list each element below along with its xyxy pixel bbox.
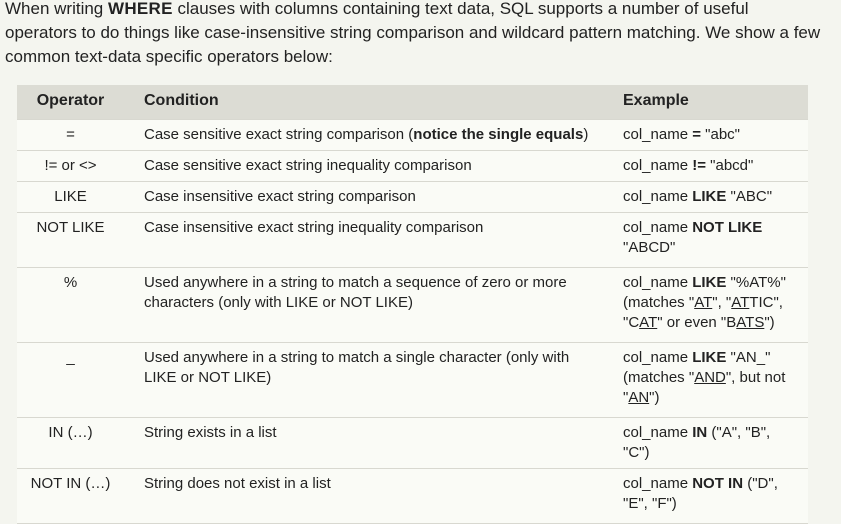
example-post: "abcd" <box>705 157 754 174</box>
example-pre: col_name <box>623 475 693 492</box>
example-pre: col_name <box>623 424 693 441</box>
matches-text: ", " <box>712 294 732 311</box>
matches-underlined: ATS <box>736 314 765 331</box>
example-cell: col_name IN ("A", "B", "C") <box>609 417 808 469</box>
condition-cell: String exists in a list <box>124 417 609 469</box>
operator-cell: _ <box>17 342 124 418</box>
example-op: NOT IN <box>692 475 744 492</box>
table-header-row: Operator Condition Example <box>17 85 808 120</box>
condition-text-after: ) <box>583 126 589 143</box>
example-cell: col_name LIKE "%AT%" (matches "AT", "ATTI… <box>609 267 808 343</box>
matches-underlined: AND <box>694 369 726 386</box>
example-cell: col_name LIKE "ABC" <box>609 181 808 213</box>
example-cell: col_name NOT LIKE "ABCD" <box>609 212 808 268</box>
example-cell: col_name != "abcd" <box>609 150 808 182</box>
header-example: Example <box>623 92 689 109</box>
example-post: "ABCD" <box>623 239 676 256</box>
header-condition: Condition <box>144 92 219 109</box>
header-operator: Operator <box>36 92 105 109</box>
condition-cell: Case insensitive exact string comparison <box>124 181 609 213</box>
table-row: NOT IN (…) String does not exist in a li… <box>17 468 808 524</box>
example-cell: col_name NOT IN ("D", "E", "F") <box>609 468 808 524</box>
example-post: "AN_" <box>726 349 771 366</box>
example-post: ("A", "B", "C") <box>623 424 771 461</box>
operator-cell: IN (…) <box>17 417 124 469</box>
matches-underlined: AT <box>639 314 658 331</box>
intro-keyword: WHERE <box>107 0 173 18</box>
table-row: _ Used anywhere in a string to match a s… <box>17 342 808 418</box>
condition-cell: String does not exist in a list <box>124 468 609 524</box>
matches-text: " or even "B <box>657 314 737 331</box>
example-op: LIKE <box>692 188 727 205</box>
example-pre: col_name <box>623 274 693 291</box>
operator-cell: % <box>17 267 124 343</box>
matches-text: ") <box>649 389 660 406</box>
matches-underlined: AT <box>731 294 750 311</box>
table-row: % Used anywhere in a string to match a s… <box>17 267 808 343</box>
matches-text: (matches " <box>623 369 695 386</box>
example-pre: col_name <box>623 219 693 236</box>
example-cell: col_name LIKE "AN_" (matches "AND", but n… <box>609 342 808 418</box>
operator-cell: != or <> <box>17 150 124 182</box>
matches-underlined: AT <box>694 294 713 311</box>
table-row: NOT LIKE Case insensitive exact string i… <box>17 212 808 268</box>
table-row: = Case sensitive exact string comparison… <box>17 119 808 151</box>
condition-cell: Used anywhere in a string to match a seq… <box>124 267 609 343</box>
condition-text: Case sensitive exact string comparison ( <box>144 126 414 143</box>
table-row: != or <> Case sensitive exact string ine… <box>17 150 808 182</box>
example-cell: col_name = "abc" <box>609 119 808 151</box>
condition-cell: Case sensitive exact string comparison (… <box>124 119 609 151</box>
operator-cell: NOT IN (…) <box>17 468 124 524</box>
table-row: LIKE Case insensitive exact string compa… <box>17 181 808 213</box>
example-op: LIKE <box>692 349 727 366</box>
example-op: = <box>692 126 701 143</box>
example-post: "abc" <box>700 126 740 143</box>
example-op: != <box>692 157 706 174</box>
matches-text: (matches " <box>623 294 695 311</box>
operator-cell: NOT LIKE <box>17 212 124 268</box>
condition-cell: Case sensitive exact string inequality c… <box>124 150 609 182</box>
matches-underlined: AN <box>628 389 650 406</box>
matches-text: ", but not " <box>623 369 786 406</box>
intro-text-after: clauses with columns containing text dat… <box>5 0 821 66</box>
example-op: IN <box>692 424 708 441</box>
example-pre: col_name <box>623 349 693 366</box>
condition-cell: Case insensitive exact string inequality… <box>124 212 609 268</box>
condition-cell: Used anywhere in a string to match a sin… <box>124 342 609 418</box>
example-op: NOT LIKE <box>692 219 763 236</box>
example-post: "%AT%" <box>726 274 786 291</box>
condition-bold: notice the single equals <box>413 126 584 143</box>
matches-text: TIC", "C <box>623 294 783 331</box>
example-post: "ABC" <box>726 188 773 205</box>
example-pre: col_name <box>623 188 693 205</box>
example-op: LIKE <box>692 274 727 291</box>
example-pre: col_name <box>623 126 693 143</box>
matches-text: ") <box>764 314 775 331</box>
example-pre: col_name <box>623 157 693 174</box>
operators-table: Operator Condition Example = Case sensit… <box>17 85 808 524</box>
intro-paragraph: When writing WHERE clauses with columns … <box>5 0 825 69</box>
intro-text-before: When writing <box>5 0 108 18</box>
operator-cell: = <box>17 119 124 151</box>
operator-cell: LIKE <box>17 181 124 213</box>
table-row: IN (…) String exists in a list col_name … <box>17 417 808 469</box>
